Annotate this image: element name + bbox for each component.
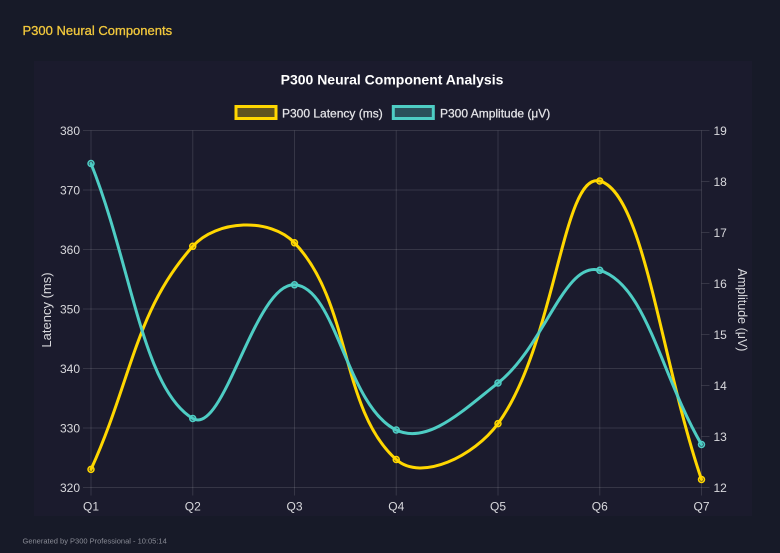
svg-text:Q5: Q5	[490, 500, 506, 514]
svg-text:370: 370	[60, 183, 80, 197]
svg-text:330: 330	[60, 421, 80, 435]
svg-text:320: 320	[60, 481, 80, 495]
svg-text:Q1: Q1	[83, 500, 99, 514]
svg-text:P300 Latency (ms): P300 Latency (ms)	[282, 107, 383, 121]
svg-text:15: 15	[714, 328, 728, 342]
svg-text:19: 19	[714, 124, 728, 138]
svg-text:340: 340	[60, 362, 80, 376]
svg-text:Generated by P300 Professional: Generated by P300 Professional - 10:05:1…	[23, 537, 167, 546]
svg-text:P300 Neural Component Analysis: P300 Neural Component Analysis	[281, 72, 504, 88]
svg-text:380: 380	[60, 124, 80, 138]
svg-text:18: 18	[714, 175, 728, 189]
svg-text:16: 16	[714, 277, 728, 291]
svg-text:17: 17	[714, 226, 728, 240]
svg-text:Q4: Q4	[388, 500, 404, 514]
svg-text:13: 13	[714, 430, 728, 444]
svg-text:Q7: Q7	[693, 500, 709, 514]
svg-text:Q3: Q3	[286, 500, 302, 514]
svg-text:14: 14	[714, 379, 728, 393]
svg-text:P300 Neural Components: P300 Neural Components	[23, 23, 173, 38]
svg-text:360: 360	[60, 243, 80, 257]
svg-text:P300 Amplitude (μV): P300 Amplitude (μV)	[440, 107, 550, 121]
svg-text:12: 12	[714, 481, 728, 495]
svg-text:Q2: Q2	[185, 500, 201, 514]
svg-text:Q6: Q6	[592, 500, 608, 514]
svg-text:350: 350	[60, 302, 80, 316]
svg-text:Latency (ms): Latency (ms)	[39, 272, 54, 347]
svg-text:Amplitude (μV): Amplitude (μV)	[735, 269, 749, 352]
